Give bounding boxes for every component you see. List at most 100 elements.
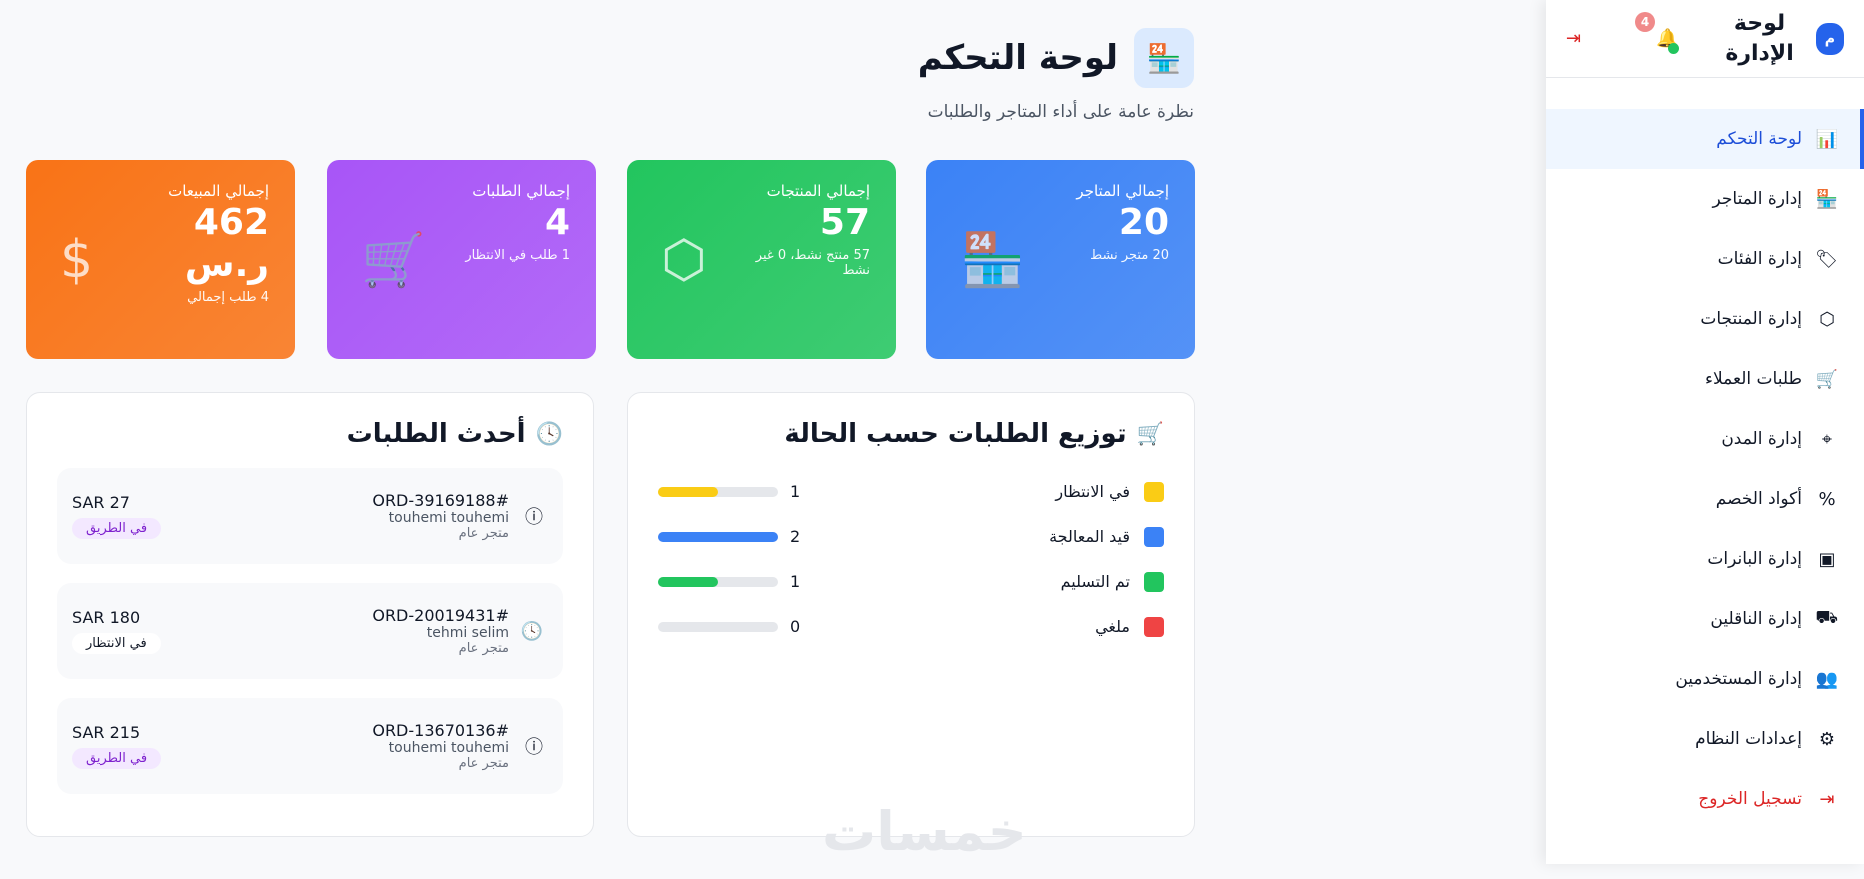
status-row: قيد المعالجة 2: [658, 514, 1164, 559]
order-store: متجر عام: [458, 526, 509, 541]
order-customer: touhemi touhemi: [388, 740, 509, 756]
alert-circle-icon: ⓘ: [525, 507, 543, 528]
page-subtitle: نظرة عامة على أداء المتاجر والطلبات: [927, 102, 1194, 122]
status-label: تم التسليم: [1060, 572, 1130, 591]
sidebar-item-label: إعدادات النظام: [1695, 729, 1802, 749]
status-bar-track: [658, 576, 778, 587]
sidebar-item-percent[interactable]: % أكواد الخصم: [1546, 469, 1864, 529]
stat-subtext: 57 منتج نشط، 0 غير نشط: [755, 248, 870, 278]
stat-value: 462 ر.س: [184, 202, 269, 285]
stat-label: إجمالي الطلبات: [472, 182, 570, 200]
sidebar-item-label: إدارة المتاجر: [1712, 189, 1802, 209]
status-row: تم التسليم 1: [658, 559, 1164, 604]
sidebar-item-label: إدارة الفئات: [1717, 249, 1802, 269]
status-distribution-panel: 🛒 توزيع الطلبات حسب الحالة في الانتظار 1 …: [627, 392, 1195, 837]
notifications-button[interactable]: 🔔 4: [1635, 11, 1681, 54]
gear-icon: ⚙: [1818, 728, 1836, 750]
sidebar-item-label: إدارة المدن: [1721, 429, 1802, 449]
order-status-badge: في الانتظار: [72, 633, 161, 654]
page-title: لوحة التحكم: [917, 38, 1118, 78]
notification-count: 4: [1635, 11, 1656, 32]
brand-title: لوحة الإدارة: [1725, 10, 1794, 66]
order-item[interactable]: ⓘ ORD-39169188# touhemi touhemi متجر عام…: [57, 468, 563, 564]
status-row: ملغي 0: [658, 604, 1164, 649]
tag-icon: 🏷: [1815, 248, 1838, 270]
stat-label: إجمالي المبيعات: [168, 182, 269, 200]
alert-circle-icon: ⓘ: [525, 737, 543, 758]
order-store: متجر عام: [458, 641, 509, 656]
order-item[interactable]: ⓘ ORD-13670136# touhemi touhemi متجر عام…: [57, 698, 563, 794]
status-color-swatch: [1144, 526, 1164, 547]
status-color-swatch: [1144, 571, 1164, 592]
page-header: 🏪 لوحة التحكم: [918, 28, 1194, 88]
sidebar-item-image[interactable]: ▣ إدارة البانرات: [1546, 529, 1864, 589]
sidebar-item-store[interactable]: 🏪 إدارة المتاجر: [1546, 169, 1864, 229]
stat-label: إجمالي المتاجر: [1076, 182, 1169, 200]
status-bar-fill: [658, 576, 718, 587]
status-count: 2: [790, 527, 801, 546]
status-label: في الانتظار: [1055, 482, 1130, 501]
sidebar-item-users[interactable]: 👥 إدارة المستخدمين: [1546, 649, 1864, 709]
sidebar-item-label: أكواد الخصم: [1715, 489, 1802, 509]
logout-icon: ⇥: [1819, 788, 1835, 810]
panel-title-text: أحدث الطلبات: [346, 419, 526, 449]
status-color-swatch: [1144, 481, 1164, 502]
sidebar-item-cart[interactable]: 🛒 طلبات العملاء: [1546, 349, 1864, 409]
status-count: 1: [790, 482, 801, 501]
status-bar-track: [658, 531, 778, 542]
stat-card: إجمالي المبيعات 462 ر.س 4 طلب إجمالي $: [26, 160, 295, 359]
sidebar-item-box[interactable]: ⬡ إدارة المنتجات: [1546, 289, 1864, 349]
stat-card: إجمالي المنتجات 57 57 منتج نشط، 0 غير نش…: [627, 160, 896, 359]
sidebar: م لوحة الإدارة 🔔 4 ⇥ 📊 لوحة التحكم 🏪 إدارة …: [1546, 0, 1864, 864]
sidebar-item-gear[interactable]: ⚙ إعدادات النظام: [1546, 709, 1864, 769]
order-customer: tehmi selim: [426, 625, 509, 641]
sidebar-item-label: طلبات العملاء: [1705, 369, 1802, 389]
clock-icon: 🕓: [520, 620, 543, 642]
stat-value: 4: [544, 202, 570, 243]
sidebar-item-map-pin[interactable]: ⌖ إدارة المدن: [1546, 409, 1864, 469]
bar-chart-icon: 📊: [1815, 128, 1838, 150]
sidebar-item-logout[interactable]: ⇥ تسجيل الخروج: [1546, 769, 1864, 829]
sidebar-item-truck[interactable]: ⛟ إدارة الناقلين: [1546, 589, 1864, 649]
sidebar-item-label: إدارة المستخدمين: [1675, 669, 1802, 689]
order-id: ORD-39169188#: [372, 491, 509, 510]
online-indicator: [1668, 42, 1680, 54]
cart-icon: 🛒: [361, 230, 426, 290]
status-label: قيد المعالجة: [1049, 527, 1130, 546]
store-icon: 🏪: [1134, 28, 1194, 88]
status-row: في الانتظار 1: [658, 469, 1164, 514]
cart-icon: 🛒: [1815, 368, 1838, 390]
status-count: 1: [790, 572, 801, 591]
percent-icon: %: [1818, 488, 1836, 510]
status-bar-fill: [658, 486, 718, 497]
sidebar-item-label: إدارة الناقلين: [1710, 609, 1802, 629]
order-customer: touhemi touhemi: [388, 510, 509, 526]
stat-subtext: 1 طلب في الانتظار: [465, 248, 570, 263]
order-amount: SAR 27: [72, 493, 130, 512]
dollar-icon: $: [60, 229, 94, 290]
sidebar-item-bar-chart[interactable]: 📊 لوحة التحكم: [1546, 109, 1864, 169]
cart-icon: 🛒: [1136, 421, 1164, 447]
status-bar-fill: [658, 531, 778, 542]
box-icon: ⬡: [1819, 308, 1835, 330]
order-amount: SAR 180: [72, 608, 141, 627]
panel-title-text: توزيع الطلبات حسب الحالة: [784, 419, 1127, 449]
sidebar-item-label: إدارة المنتجات: [1700, 309, 1802, 329]
sidebar-item-tag[interactable]: 🏷 إدارة الفئات: [1546, 229, 1864, 289]
order-item[interactable]: 🕓 ORD-20019431# tehmi selim متجر عام SAR…: [57, 583, 563, 679]
order-amount: SAR 215: [72, 723, 141, 742]
status-count: 0: [790, 617, 801, 636]
status-color-swatch: [1144, 616, 1164, 637]
order-store: متجر عام: [458, 756, 509, 771]
order-id: ORD-20019431#: [372, 606, 509, 625]
truck-icon: ⛟: [1815, 607, 1838, 628]
logout-icon[interactable]: ⇥: [1565, 28, 1582, 49]
image-icon: ▣: [1818, 548, 1836, 570]
order-id: ORD-13670136#: [372, 721, 509, 740]
avatar: م: [1815, 22, 1844, 55]
recent-orders-panel: 🕓 أحدث الطلبات ⓘ ORD-39169188# touhemi to…: [26, 392, 594, 837]
store-icon: 🏪: [960, 230, 1025, 290]
stat-value: 20: [1118, 202, 1169, 243]
box-icon: ⬡: [661, 229, 707, 290]
order-status-badge: في الطريق: [72, 518, 162, 539]
